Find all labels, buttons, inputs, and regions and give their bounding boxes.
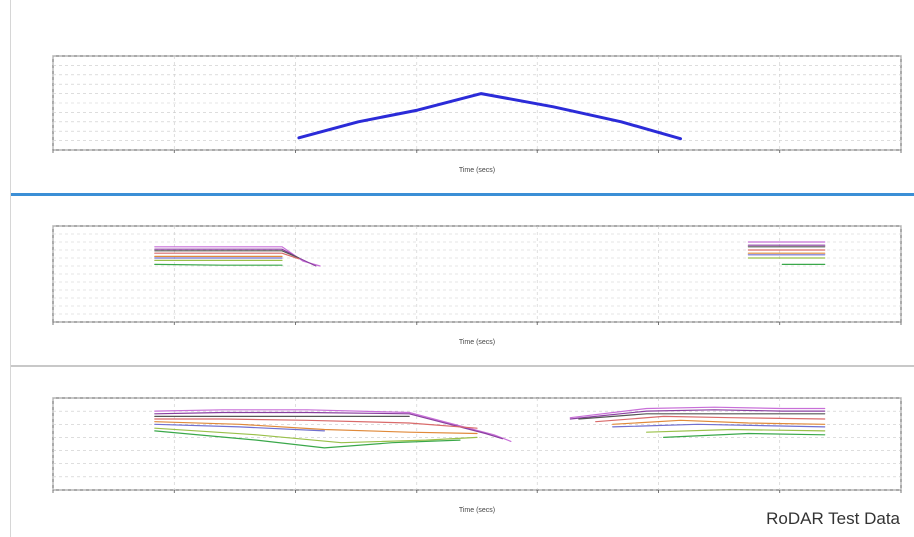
- chart-2: Time (secs): [52, 225, 902, 346]
- x-axis-label: Time (secs): [459, 507, 495, 514]
- series-line-0-1: [569, 406, 826, 419]
- chart-1: Time (secs): [52, 55, 902, 174]
- series-line-5-0: [154, 423, 325, 432]
- series-line-1-1: [569, 409, 826, 420]
- series-line-2-0: [154, 250, 300, 259]
- series-line-0-0: [154, 409, 512, 442]
- series-line-3-0: [154, 418, 478, 429]
- series-line-6-1: [646, 428, 826, 433]
- series-line-1-0: [154, 411, 503, 440]
- application-frame: Time (secs) Time (secs) Time (secs) RoDA…: [10, 0, 914, 537]
- panel-separator-blue[interactable]: [11, 193, 914, 196]
- watermark-label: RoDAR Test Data: [766, 509, 900, 528]
- plot-area: [52, 55, 902, 151]
- series-line-7-0: [154, 263, 283, 266]
- series-line-6-0: [154, 427, 478, 444]
- chart-panel-1: Time (secs): [11, 18, 914, 184]
- series-line-0-0: [297, 92, 682, 141]
- series-line-2-1: [578, 413, 826, 420]
- series-line-3-1: [595, 415, 826, 423]
- series-line-1-0: [154, 248, 317, 267]
- x-axis-label: Time (secs): [459, 339, 495, 346]
- series-line-7-0: [154, 430, 461, 449]
- chart-panel-3: Time (secs): [11, 372, 914, 522]
- series-line-7-1: [663, 432, 826, 438]
- panel-separator-gray[interactable]: [11, 365, 914, 367]
- plot-area: [52, 397, 902, 491]
- series-line-4-1: [612, 419, 826, 425]
- chart-panel-2: Time (secs): [11, 200, 914, 360]
- chart-3: Time (secs): [52, 397, 902, 514]
- series-line-5-1: [612, 423, 826, 428]
- series-line-4-0: [154, 421, 478, 435]
- series-line-3-0: [154, 252, 300, 260]
- x-axis-label: Time (secs): [459, 167, 495, 174]
